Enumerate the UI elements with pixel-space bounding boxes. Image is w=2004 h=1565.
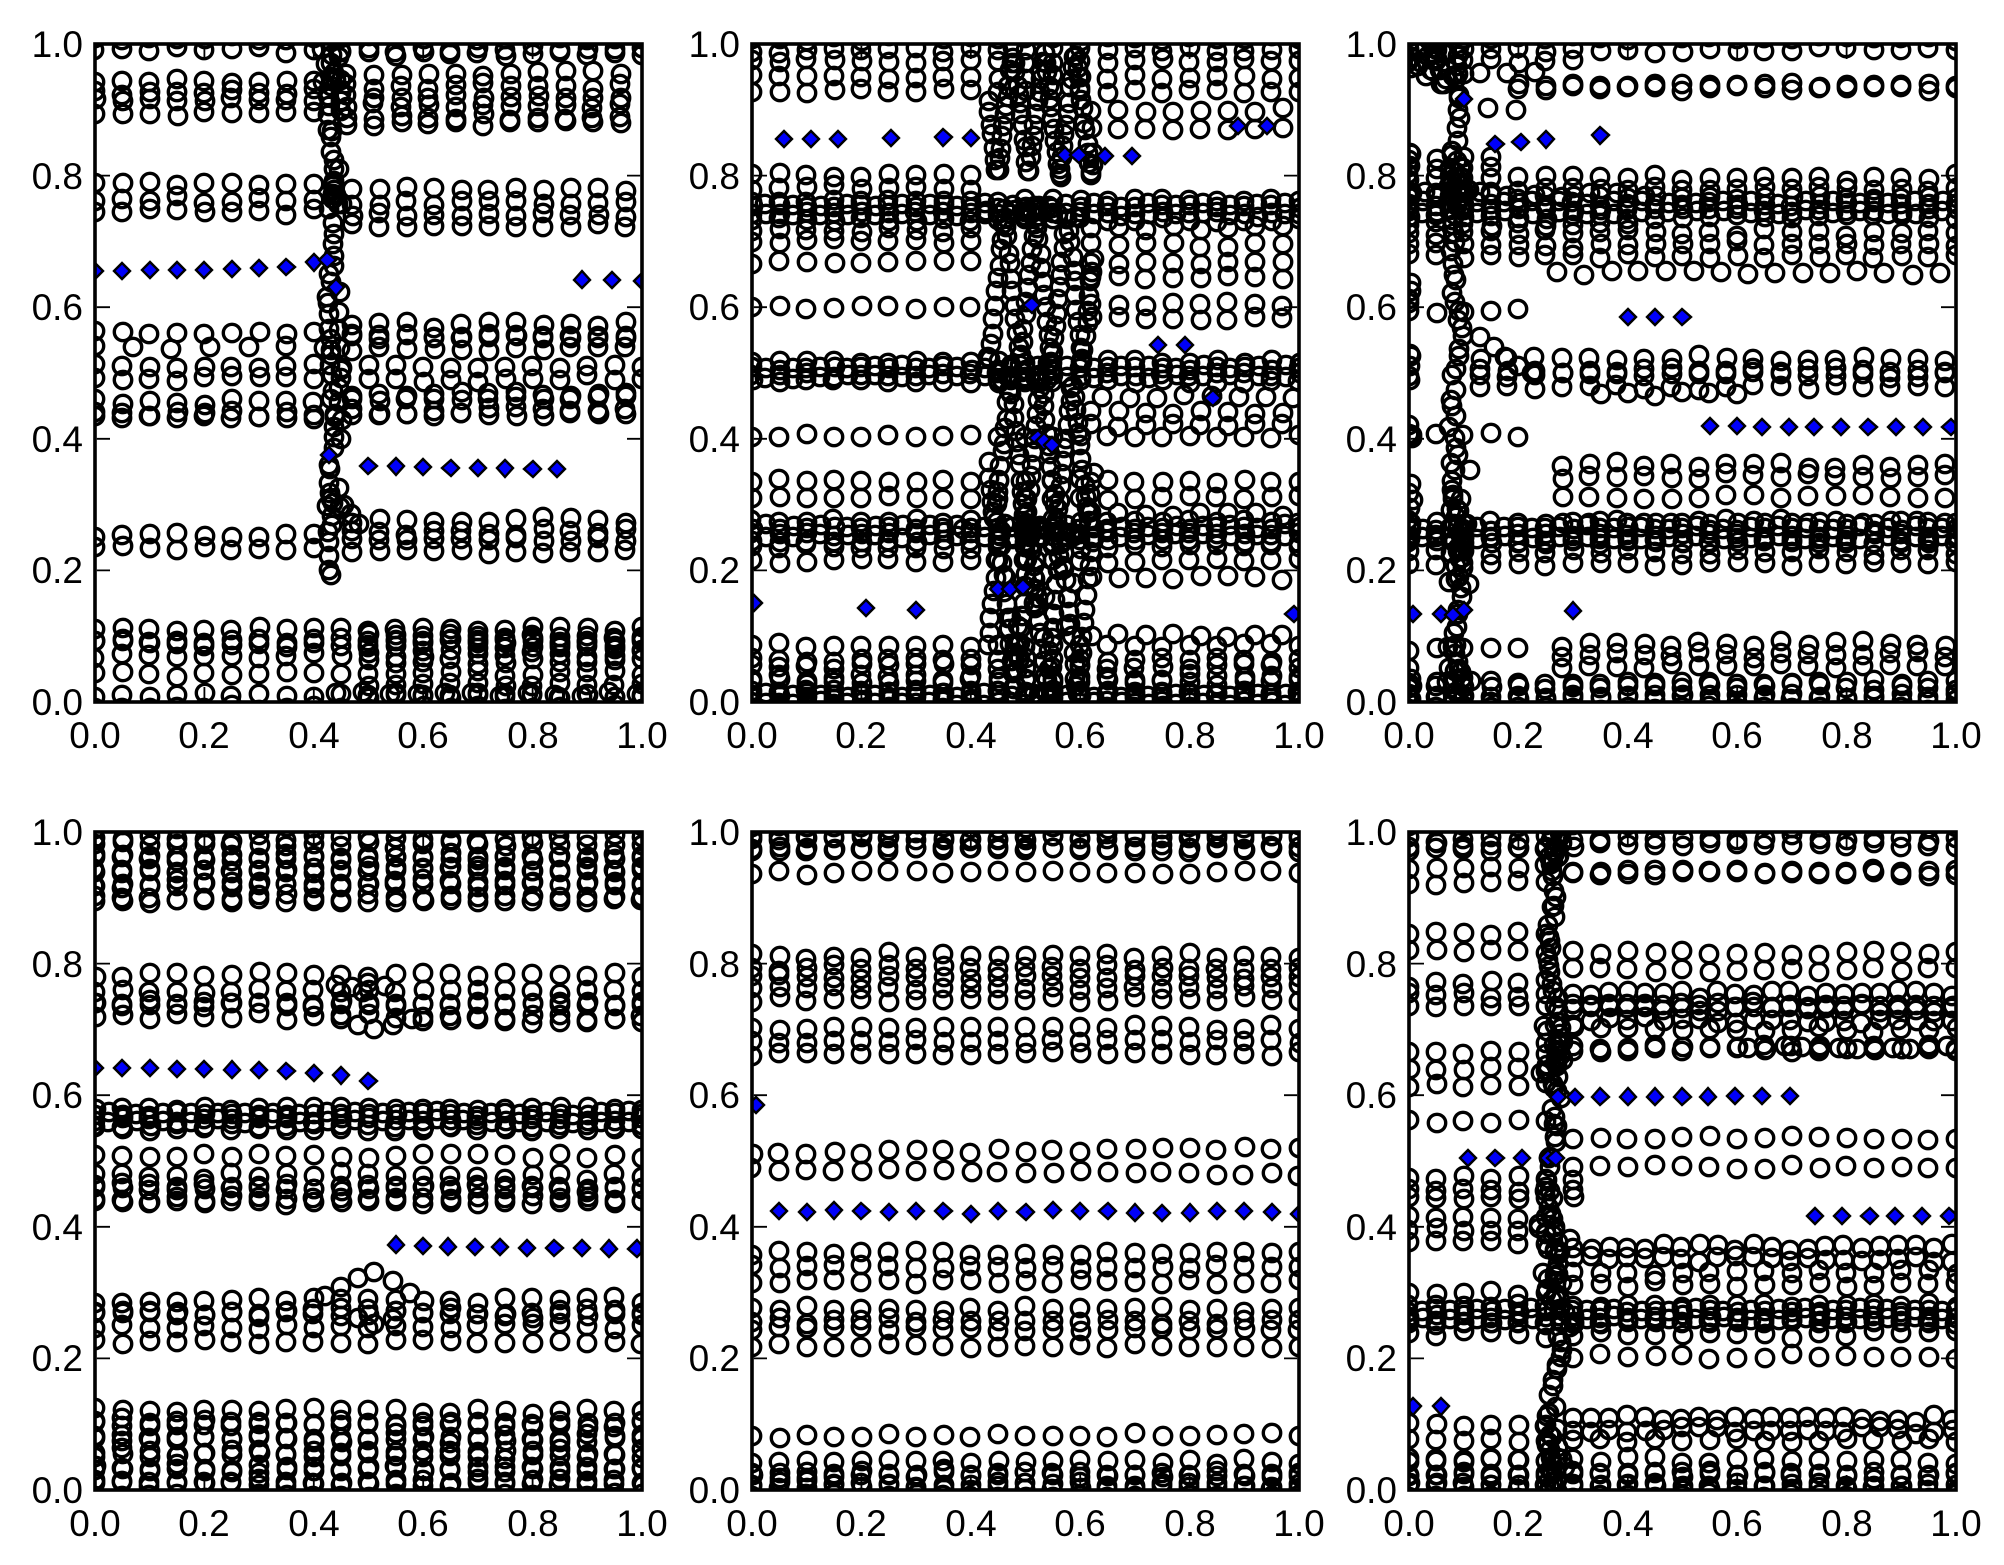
- svg-text:0.2: 0.2: [1492, 715, 1543, 756]
- svg-text:0.0: 0.0: [1346, 682, 1397, 723]
- svg-text:0.0: 0.0: [69, 715, 120, 756]
- svg-text:0.8: 0.8: [507, 1503, 558, 1544]
- svg-text:0.2: 0.2: [1346, 550, 1397, 591]
- svg-text:0.6: 0.6: [397, 1503, 448, 1544]
- svg-text:0.2: 0.2: [689, 1338, 740, 1379]
- svg-text:0.6: 0.6: [1346, 287, 1397, 328]
- svg-text:0.8: 0.8: [32, 156, 83, 197]
- svg-text:0.2: 0.2: [689, 550, 740, 591]
- svg-text:0.0: 0.0: [1383, 715, 1434, 756]
- svg-text:0.0: 0.0: [689, 682, 740, 723]
- svg-text:0.2: 0.2: [178, 715, 229, 756]
- svg-text:0.0: 0.0: [32, 682, 83, 723]
- svg-text:0.0: 0.0: [69, 1503, 120, 1544]
- svg-text:0.6: 0.6: [1054, 1503, 1105, 1544]
- svg-text:0.8: 0.8: [1346, 156, 1397, 197]
- svg-text:0.4: 0.4: [1602, 715, 1653, 756]
- svg-text:0.6: 0.6: [1711, 715, 1762, 756]
- svg-text:1.0: 1.0: [1346, 24, 1397, 65]
- svg-text:1.0: 1.0: [1930, 715, 1981, 756]
- svg-text:0.8: 0.8: [1164, 1503, 1215, 1544]
- svg-text:0.8: 0.8: [32, 944, 83, 985]
- svg-text:0.0: 0.0: [32, 1470, 83, 1511]
- svg-text:0.6: 0.6: [689, 1075, 740, 1116]
- svg-text:0.0: 0.0: [726, 1503, 777, 1544]
- svg-text:1.0: 1.0: [616, 1503, 667, 1544]
- svg-text:0.8: 0.8: [507, 715, 558, 756]
- svg-text:0.4: 0.4: [945, 1503, 996, 1544]
- svg-text:0.8: 0.8: [1164, 715, 1215, 756]
- svg-text:0.0: 0.0: [689, 1470, 740, 1511]
- svg-text:0.2: 0.2: [32, 1338, 83, 1379]
- svg-text:0.8: 0.8: [1821, 715, 1872, 756]
- svg-text:1.0: 1.0: [32, 24, 83, 65]
- svg-text:0.2: 0.2: [835, 715, 886, 756]
- svg-text:0.6: 0.6: [397, 715, 448, 756]
- svg-text:0.2: 0.2: [178, 1503, 229, 1544]
- svg-text:0.2: 0.2: [835, 1503, 886, 1544]
- svg-text:1.0: 1.0: [32, 812, 83, 853]
- svg-text:0.4: 0.4: [945, 715, 996, 756]
- svg-text:0.4: 0.4: [288, 715, 339, 756]
- svg-text:0.6: 0.6: [32, 1075, 83, 1116]
- svg-text:0.4: 0.4: [32, 1207, 83, 1248]
- svg-text:1.0: 1.0: [1273, 1503, 1324, 1544]
- svg-text:0.4: 0.4: [689, 419, 740, 460]
- svg-text:0.8: 0.8: [689, 944, 740, 985]
- svg-text:0.6: 0.6: [32, 287, 83, 328]
- svg-text:1.0: 1.0: [1273, 715, 1324, 756]
- svg-text:0.4: 0.4: [32, 419, 83, 460]
- svg-text:0.8: 0.8: [689, 156, 740, 197]
- svg-text:0.4: 0.4: [288, 1503, 339, 1544]
- svg-text:1.0: 1.0: [689, 24, 740, 65]
- svg-text:1.0: 1.0: [616, 715, 667, 756]
- svg-text:0.6: 0.6: [1054, 715, 1105, 756]
- svg-text:0.4: 0.4: [1346, 419, 1397, 460]
- svg-text:0.6: 0.6: [689, 287, 740, 328]
- svg-text:0.4: 0.4: [689, 1207, 740, 1248]
- svg-text:1.0: 1.0: [689, 812, 740, 853]
- svg-text:0.0: 0.0: [726, 715, 777, 756]
- svg-text:0.2: 0.2: [32, 550, 83, 591]
